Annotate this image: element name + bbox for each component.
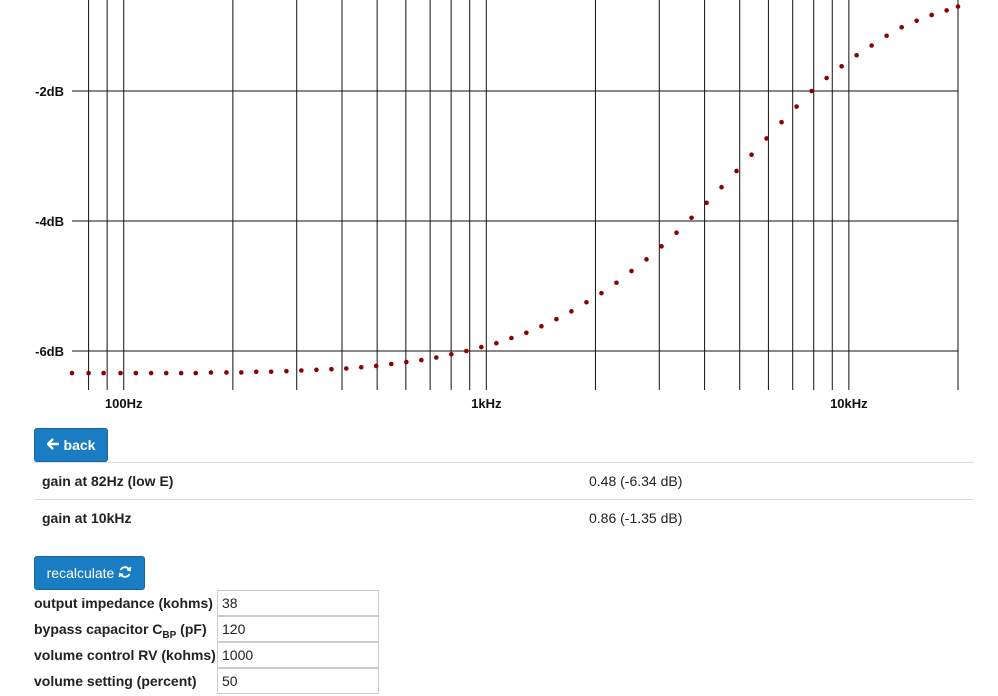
volume-setting-input[interactable] [217,668,379,694]
data-point [86,370,91,376]
data-point [899,25,904,30]
output-impedance-input[interactable] [217,590,379,616]
x-tick-label: 100Hz [105,396,143,411]
data-point [854,52,859,58]
arrow-left-icon [45,437,60,453]
data-point [944,8,949,13]
data-point [509,335,514,341]
volume-control-label: volume control RV (kohms) [34,647,216,663]
divider [34,462,974,463]
data-point [163,370,169,376]
data-point [224,370,229,375]
data-point [719,184,724,190]
y-tick-label: -2dB [35,84,64,99]
data-point [929,12,934,18]
data-point [284,368,289,374]
data-point [674,230,679,235]
data-point [839,64,844,69]
data-point [464,348,469,354]
data-point [749,152,754,157]
data-point [404,359,409,365]
data-point [584,299,589,305]
data-point [69,370,75,376]
data-point [101,370,106,376]
data-point [554,316,559,322]
y-axis-labels: -2dB -4dB -6dB [35,84,64,359]
data-point [794,104,799,109]
data-point [659,244,664,249]
x-tick-label: 1kHz [471,396,502,411]
data-point [253,369,259,375]
y-tick-label: -4dB [35,214,64,229]
data-point [614,280,619,286]
volume-control-input[interactable] [217,642,379,668]
volume-setting-label: volume setting (percent) [34,673,197,689]
data-point [178,370,184,376]
data-point [779,119,784,125]
data-point [373,363,379,369]
data-point [644,257,649,262]
recalculate-button[interactable]: recalculate [34,556,145,590]
data-point [629,268,634,274]
data-point [884,33,889,39]
recalculate-label: recalculate [46,565,115,581]
data-point [238,370,244,375]
back-label: back [63,437,96,453]
output-impedance-label: output impedance (kohms) [34,595,213,611]
data-point [449,351,454,357]
x-axis-labels: 100Hz 1kHz 10kHz [105,396,868,411]
data-point [148,370,154,376]
data-point [764,136,769,141]
data-point [869,43,874,48]
bypass-capacitor-label: bypass capacitor CBP (pF) [34,621,207,641]
data-point [824,75,829,81]
data-point [434,355,439,360]
divider [34,499,974,500]
data-point [329,366,334,372]
data-point [208,370,214,375]
result-label-low-e: gain at 82Hz (low E) [42,473,174,489]
data-point [955,4,961,9]
data-point [734,168,739,174]
data-point [539,324,544,329]
bypass-capacitor-input[interactable] [217,616,379,642]
data-point [704,200,709,206]
data-point [689,215,694,221]
data-point [343,366,349,371]
data-point [268,369,274,375]
data-point [314,367,319,373]
data-point [419,357,424,363]
data-point [193,370,199,376]
data-points [69,4,961,376]
back-button[interactable]: back [34,428,108,462]
refresh-icon [118,565,132,582]
result-value-10khz: 0.86 (-1.35 dB) [589,510,683,526]
data-point [299,368,304,373]
x-tick-label: 10kHz [830,396,868,411]
result-label-10khz: gain at 10kHz [42,510,132,526]
data-point [358,364,364,370]
data-point [118,370,123,376]
data-point [569,309,574,314]
result-value-low-e: 0.48 (-6.34 dB) [589,473,683,489]
data-point [914,18,919,24]
data-point [809,88,814,94]
data-point [388,361,394,367]
y-tick-label: -6dB [35,344,64,359]
frequency-response-chart: -2dB -4dB -6dB 100Hz 1kHz 10kHz [35,0,961,411]
data-point [479,344,484,350]
horizontal-grid [72,90,958,352]
data-point [133,370,139,376]
data-point [524,330,529,336]
vertical-grid [88,0,959,390]
data-point [494,340,499,346]
data-point [599,290,604,296]
